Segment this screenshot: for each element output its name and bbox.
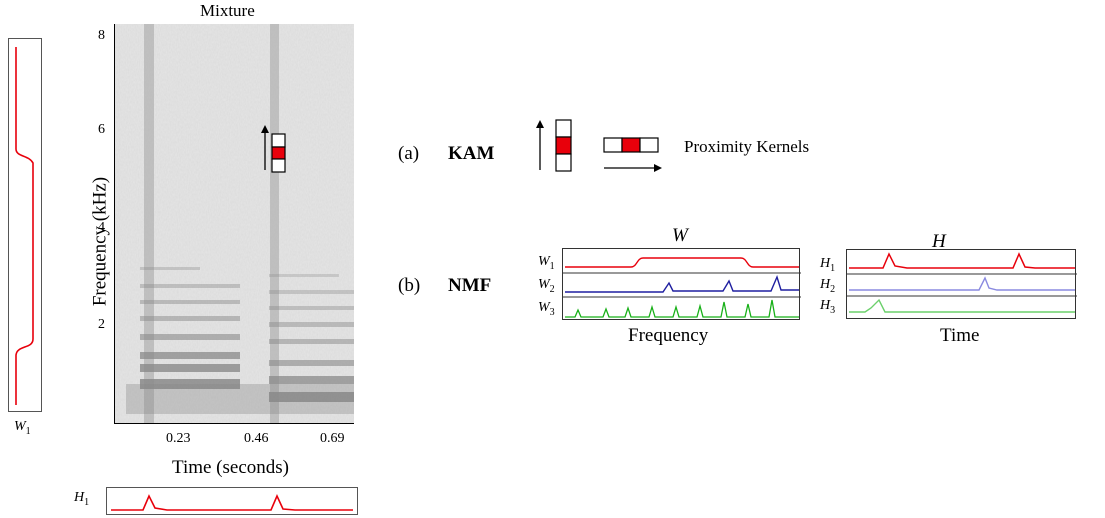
nmf-w-matrix — [562, 248, 801, 320]
nmf-h-matrix — [846, 249, 1077, 319]
kam-tag: (a) — [398, 143, 420, 164]
kam-name: KAM — [448, 143, 495, 164]
ytick-8: 8 — [98, 28, 105, 43]
nmf-w-rows — [563, 257, 801, 318]
nmf-h-xlabel: Time — [940, 325, 980, 346]
ytick-6: 6 — [98, 122, 105, 137]
bottom-h1-label: H1 — [74, 490, 90, 508]
nmf-w-row-label-3: W3 — [538, 300, 555, 318]
side-w1-label: W1 — [14, 419, 31, 437]
bottom-h1-curve — [111, 494, 353, 511]
nmf-h-row-label-2: H2 — [820, 277, 836, 295]
spectrogram-axis-frame — [114, 24, 354, 424]
nmf-w1-curve — [565, 257, 799, 268]
kam-horizontal-kernel — [603, 137, 662, 172]
nmf-w2-curve — [565, 274, 799, 293]
nmf-h-row-label-1: H1 — [820, 256, 836, 274]
kam-caption: Proximity Kernels — [684, 137, 810, 156]
xtick-0.23: 0.23 — [166, 431, 191, 446]
spectrogram-kernel-overlay — [261, 125, 286, 173]
spectrogram — [114, 24, 354, 424]
nmf-w3-curve — [565, 299, 799, 318]
nmf-tag: (b) — [398, 275, 421, 296]
side-w1-panel — [8, 38, 42, 412]
xtick-0.46: 0.46 — [244, 431, 269, 446]
spectrogram-ylabel: Frequency (kHz) — [89, 176, 111, 307]
nmf-h3-curve — [849, 298, 1075, 313]
xtick-0.69: 0.69 — [320, 431, 345, 446]
nmf-name: NMF — [448, 275, 492, 296]
nmf-w-row-label-2: W2 — [538, 277, 555, 295]
nmf-w-title: W — [672, 225, 688, 246]
nmf-h-title: H — [932, 231, 946, 252]
side-w1-curve — [15, 47, 34, 405]
nmf-h-row-label-3: H3 — [820, 298, 836, 316]
nmf-h-rows — [847, 252, 1077, 313]
spectrogram-title: Mixture — [200, 1, 255, 20]
kam-vertical-kernel — [536, 119, 572, 172]
ytick-4: 4 — [98, 220, 105, 235]
bottom-h1-panel — [106, 487, 358, 515]
nmf-w-row-label-1: W1 — [538, 254, 555, 272]
spectrogram-xlabel: Time (seconds) — [172, 457, 289, 478]
ytick-2: 2 — [98, 317, 105, 332]
nmf-h1-curve — [849, 252, 1075, 269]
nmf-h2-curve — [849, 276, 1075, 291]
nmf-w-xlabel: Frequency — [628, 325, 709, 346]
